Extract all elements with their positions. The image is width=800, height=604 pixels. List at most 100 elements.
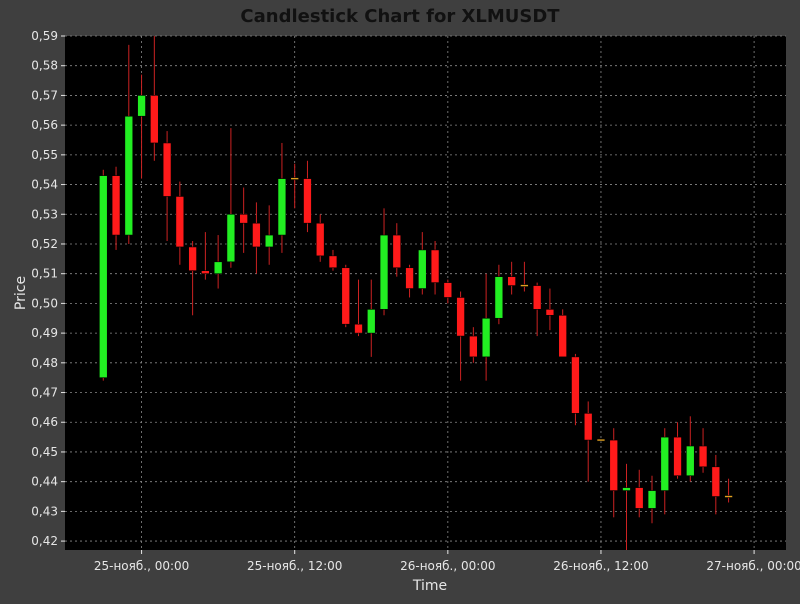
candle-body xyxy=(673,436,682,477)
candle-down xyxy=(507,261,516,295)
candle-body xyxy=(545,309,555,316)
candle-down xyxy=(698,428,708,473)
candle-body xyxy=(354,323,363,334)
candle-body xyxy=(201,270,210,274)
candle-down xyxy=(188,241,197,316)
y-axis-label: Price xyxy=(13,276,29,310)
candle-down xyxy=(469,327,478,363)
candle-down xyxy=(405,264,414,298)
candle-body xyxy=(469,335,478,358)
candle-body xyxy=(507,276,516,286)
candle-body xyxy=(226,213,236,263)
candle-body xyxy=(124,115,134,236)
candle-body xyxy=(277,178,287,236)
candle-body xyxy=(392,234,402,269)
candle-body xyxy=(571,356,580,414)
candle-down xyxy=(239,187,248,253)
candle-body xyxy=(188,246,197,272)
candle-down xyxy=(162,131,172,242)
candle-body xyxy=(99,175,108,378)
candle-body xyxy=(443,282,453,298)
candle-down xyxy=(341,264,350,328)
candle-down xyxy=(354,279,363,337)
candle-down xyxy=(634,469,644,518)
candle-body xyxy=(686,445,695,477)
candle-up xyxy=(622,463,631,550)
candle-up xyxy=(494,264,504,325)
candle-body xyxy=(634,487,644,509)
y-tick-label: 0,57 xyxy=(31,88,58,102)
candle-down xyxy=(392,223,402,277)
candle-body xyxy=(698,445,708,468)
candle-body xyxy=(609,439,618,491)
y-tick-label: 0,58 xyxy=(31,59,58,73)
candle-up xyxy=(213,235,223,289)
candle-up xyxy=(290,163,299,209)
y-tick-label: 0,47 xyxy=(31,386,58,400)
candle-up xyxy=(660,428,670,515)
candle-down xyxy=(315,214,325,262)
candle-body xyxy=(315,222,325,257)
candle-down xyxy=(711,454,721,515)
candle-up xyxy=(277,142,287,253)
candle-body xyxy=(456,297,465,337)
candle-down xyxy=(571,353,580,426)
candle-body xyxy=(711,466,721,497)
y-tick-label: 0,55 xyxy=(31,148,58,162)
candle-up xyxy=(379,208,389,316)
candle-body xyxy=(558,314,567,358)
candle-body xyxy=(379,234,389,310)
candle-body xyxy=(367,309,376,334)
candle-body xyxy=(252,222,261,248)
candle-body xyxy=(418,249,427,289)
x-tick-label: 25-нояб., 12:00 xyxy=(247,559,342,573)
candle-body xyxy=(303,178,312,224)
candle-down xyxy=(430,241,440,295)
candle-body xyxy=(660,436,670,491)
candle-body xyxy=(264,234,274,248)
candle-body xyxy=(137,95,146,117)
candle-down xyxy=(558,309,567,358)
candle-down xyxy=(328,249,338,271)
candle-up xyxy=(724,478,733,503)
candle-up xyxy=(481,273,491,381)
y-tick-label: 0,48 xyxy=(31,356,58,370)
x-tick-label: 26-нояб., 12:00 xyxy=(553,559,648,573)
candle-down xyxy=(252,202,261,274)
candle-body xyxy=(162,142,172,197)
candle-down xyxy=(150,36,159,161)
y-tick-label: 0,45 xyxy=(31,445,58,459)
candle-down xyxy=(609,428,618,518)
x-tick-label: 25-нояб., 00:00 xyxy=(94,559,189,573)
candle-body xyxy=(111,175,121,236)
candle-body xyxy=(481,317,491,358)
y-tick-label: 0,52 xyxy=(31,237,58,251)
y-tick-label: 0,50 xyxy=(31,296,58,310)
y-tick-label: 0,59 xyxy=(31,29,58,43)
candle-down xyxy=(673,422,682,479)
candle-down xyxy=(443,279,453,304)
candle-down xyxy=(532,282,542,337)
grid-layer xyxy=(65,35,786,550)
y-tick-label: 0,42 xyxy=(31,534,58,548)
x-tick-label: 26-нояб., 00:00 xyxy=(400,559,495,573)
candle-up xyxy=(124,44,134,244)
candle-down xyxy=(175,181,185,265)
candle-up xyxy=(520,261,529,292)
candle-body xyxy=(341,267,350,325)
candle-up xyxy=(418,232,427,295)
y-tick-label: 0,43 xyxy=(31,504,58,518)
candle-up xyxy=(137,74,146,179)
x-axis: 25-нояб., 00:00 25-нояб., 12:00 26-нояб., … xyxy=(94,550,800,573)
candle-body xyxy=(494,276,504,319)
candle-body xyxy=(520,284,529,287)
candle-body xyxy=(328,255,338,269)
candle-body xyxy=(532,285,542,310)
candle-up xyxy=(647,475,657,524)
candle-body xyxy=(290,177,299,180)
candle-up xyxy=(686,416,695,482)
candle-body xyxy=(150,95,159,144)
y-axis: 0,42 0,43 0,44 0,45 0,46 0,47 0,48 0,49 0,50 0,51… xyxy=(31,29,65,548)
candles-layer xyxy=(99,36,733,550)
